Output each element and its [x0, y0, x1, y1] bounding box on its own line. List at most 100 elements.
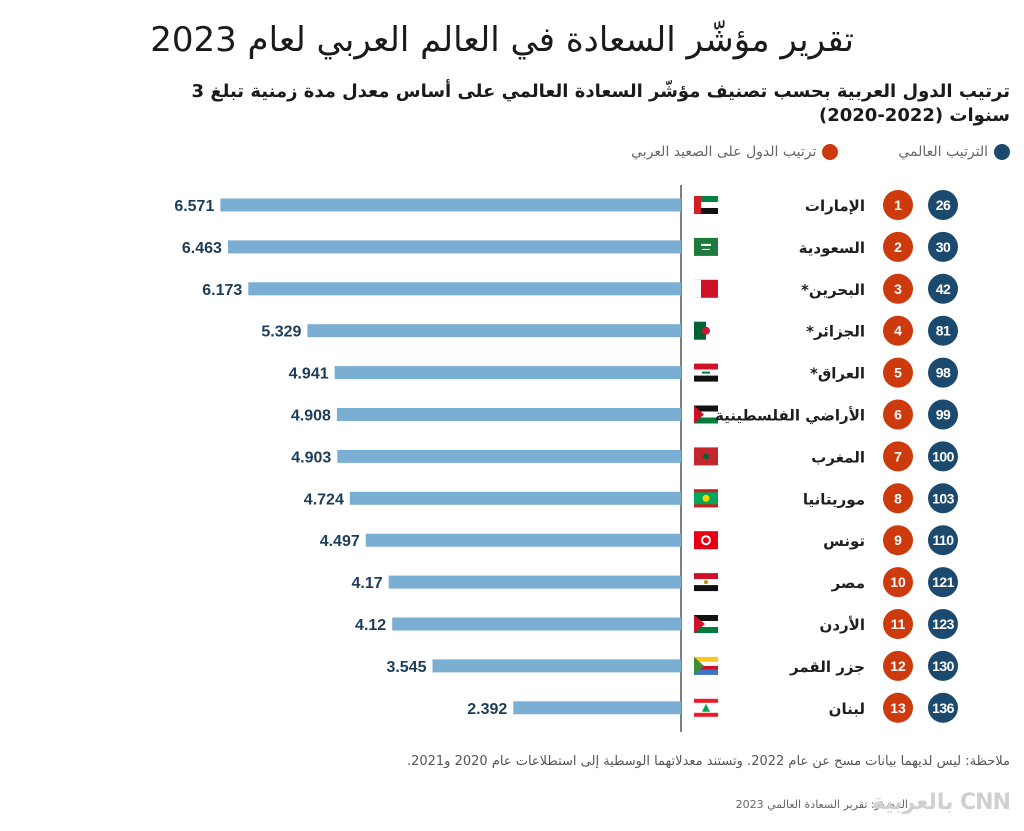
mauritania-flag-icon — [694, 489, 718, 508]
country-name: تونس — [823, 532, 865, 550]
cnn-arabic-logo: CNN بالعربية — [871, 790, 1011, 815]
global-rank-badge — [928, 357, 958, 388]
global-rank-label: 136 — [932, 700, 955, 716]
legend-label-arab: ترتيب الدول على الصعيد العربي — [631, 144, 817, 160]
arab-rank-badge — [883, 441, 913, 472]
tunisia-flag-icon — [694, 531, 718, 550]
arab-rank-label: 8 — [894, 490, 902, 506]
global-rank-label: 100 — [932, 448, 955, 464]
country-name: الإمارات — [805, 197, 865, 215]
jordan-flag-icon — [694, 615, 718, 633]
country-name: موريتانيا — [803, 490, 865, 508]
value-label: 4.12 — [355, 617, 386, 634]
global-rank-badge — [928, 273, 958, 304]
global-rank-badge — [928, 441, 958, 472]
arab-rank-badge — [883, 273, 913, 304]
value-label: 5.329 — [261, 324, 301, 341]
global-rank-badge — [928, 315, 958, 346]
country-name: الجزائر* — [806, 323, 865, 341]
arab-rank-badge — [883, 567, 913, 598]
arab-rank-badge — [883, 231, 913, 262]
bar-egypt — [388, 575, 681, 589]
morocco-flag-icon — [694, 447, 718, 466]
global-rank-label: 26 — [936, 197, 951, 213]
arab-rank-label: 7 — [894, 448, 902, 464]
global-rank-label: 30 — [936, 239, 951, 255]
arab-rank-badge — [883, 190, 913, 220]
global-rank-badge — [928, 692, 958, 723]
country-name: الأردن — [820, 616, 865, 634]
arab-rank-label: 10 — [890, 574, 906, 590]
country-name: لبنان — [829, 700, 865, 718]
bar-comoros — [432, 659, 681, 673]
global-rank-label: 123 — [932, 616, 955, 632]
comoros-flag-icon — [694, 656, 718, 675]
arab-rank-label: 4 — [894, 323, 902, 339]
value-label: 4.941 — [289, 366, 329, 383]
value-label: 4.903 — [291, 449, 331, 466]
value-label: 6.173 — [202, 282, 242, 299]
arab-rank-badge — [883, 399, 913, 430]
arab-rank-badge — [883, 357, 913, 388]
footnote: ملاحظة: ليس لديهما بيانات مسح عن عام 202… — [406, 754, 1010, 769]
country-name: المغرب — [811, 448, 865, 466]
value-label: 2.392 — [467, 701, 507, 718]
arab-rank-label: 1 — [894, 197, 902, 213]
global-rank-badge — [928, 525, 958, 556]
bar-bahrain — [248, 282, 681, 296]
arab-rank-badge — [883, 483, 913, 514]
saudi-flag-icon — [694, 237, 718, 256]
global-rank-label: 103 — [932, 490, 955, 506]
global-rank-badge — [928, 483, 958, 514]
bar-morocco — [337, 449, 681, 463]
global-rank-label: 121 — [932, 574, 955, 590]
value-label: 4.497 — [320, 533, 360, 550]
country-name: مصر — [831, 574, 865, 592]
global-rank-badge — [928, 650, 958, 681]
global-rank-label: 110 — [932, 532, 954, 548]
country-name: الأراضي الفلسطينية — [715, 407, 865, 425]
legend-dot-arab — [822, 144, 839, 160]
value-label: 6.571 — [174, 198, 214, 215]
country-name: العراق* — [810, 365, 865, 383]
global-rank-badge — [928, 399, 958, 430]
country-name: السعودية — [799, 239, 865, 257]
global-rank-label: 99 — [936, 407, 951, 423]
lebanon-flag-icon — [694, 698, 718, 717]
legend-item-global-rank: الترتيب العالمي — [898, 144, 1010, 160]
arab-rank-label: 11 — [891, 616, 906, 632]
global-rank-label: 81 — [936, 323, 951, 339]
value-label: 6.463 — [182, 240, 222, 257]
bar-algeria — [307, 324, 681, 338]
global-rank-badge — [928, 231, 958, 262]
bar-tunisia — [365, 533, 681, 547]
arab-rank-badge — [883, 609, 913, 639]
arab-rank-badge — [883, 525, 913, 556]
arab-rank-badge — [883, 650, 913, 681]
bar-uae — [220, 198, 681, 212]
palestine-flag-icon — [694, 405, 718, 424]
value-label: 4.17 — [352, 575, 383, 592]
global-rank-label: 98 — [936, 365, 951, 381]
arab-rank-badge — [883, 692, 913, 723]
arab-rank-label: 9 — [894, 532, 902, 548]
bar-chart: 6.571 الإمارات 1 266.463 السعودية 2 306.173 الب… — [174, 185, 958, 732]
global-rank-badge — [928, 609, 958, 639]
bar-iraq — [334, 366, 681, 380]
arab-rank-label: 5 — [894, 365, 902, 381]
value-label: 3.545 — [386, 659, 426, 676]
arab-rank-badge — [883, 315, 913, 346]
bar-palestine — [336, 408, 681, 421]
arab-rank-label: 3 — [894, 281, 902, 297]
uae-flag-icon — [694, 196, 718, 214]
legend-item-arab-rank: ترتيب الدول على الصعيد العربي — [631, 144, 839, 160]
arab-rank-label: 12 — [890, 658, 906, 674]
egypt-flag-icon — [694, 573, 718, 592]
value-label: 4.724 — [304, 491, 344, 508]
global-rank-label: 42 — [936, 281, 951, 297]
iraq-flag-icon — [694, 363, 718, 382]
country-name: البحرين* — [801, 281, 865, 299]
global-rank-badge — [928, 190, 958, 220]
page-title: تقرير مؤشّر السعادة في العالم العربي لعا… — [150, 20, 854, 60]
legend-label-global: الترتيب العالمي — [898, 144, 988, 160]
